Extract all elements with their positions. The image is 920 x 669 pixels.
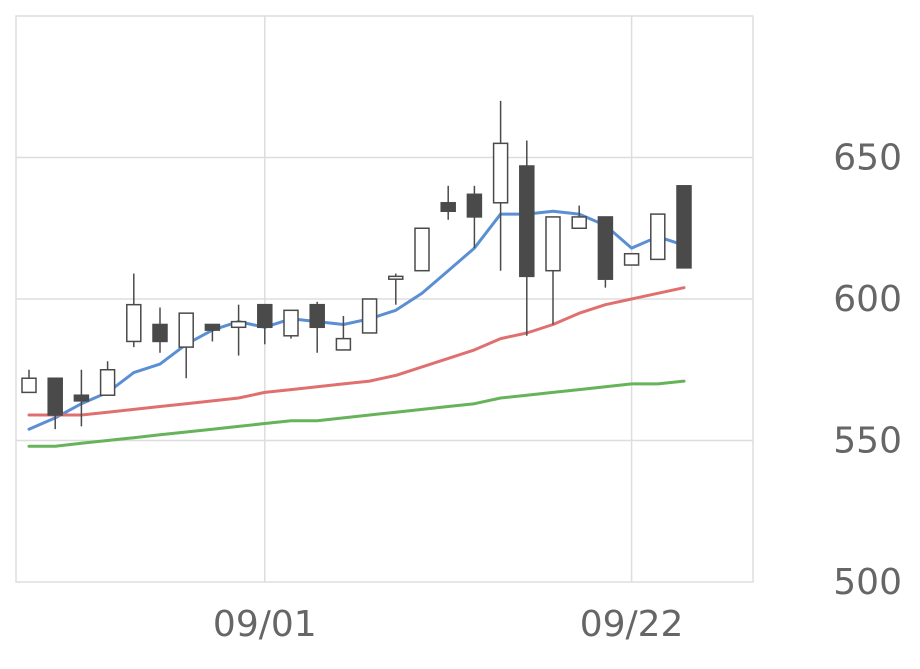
candle-body bbox=[309, 303, 325, 329]
moving-average-lines bbox=[27, 209, 686, 448]
candle-7 bbox=[178, 312, 194, 379]
plot-frame bbox=[15, 15, 754, 583]
candle-body bbox=[204, 323, 221, 331]
candle-9 bbox=[230, 304, 247, 356]
candle-14 bbox=[361, 298, 378, 334]
y-tick-label-550: 550 bbox=[833, 421, 902, 462]
candle-2 bbox=[47, 377, 63, 430]
candle-18 bbox=[466, 185, 483, 249]
candle-24 bbox=[623, 252, 640, 266]
candle-body bbox=[623, 252, 640, 266]
candle-body bbox=[361, 298, 378, 334]
candles bbox=[21, 100, 692, 430]
candle-body bbox=[414, 227, 430, 272]
candle-8 bbox=[204, 323, 221, 342]
candle-12 bbox=[309, 301, 325, 353]
x-axis-tick-labels: 09/01 09/22 bbox=[213, 604, 684, 645]
candle-5 bbox=[126, 273, 142, 348]
candle-body bbox=[178, 312, 194, 348]
candle-body bbox=[388, 275, 404, 280]
candle-body bbox=[492, 142, 509, 204]
candle-body bbox=[152, 323, 168, 343]
candle-body bbox=[47, 377, 63, 416]
candle-body bbox=[466, 193, 483, 218]
candle-22 bbox=[571, 205, 587, 229]
candle-4 bbox=[99, 361, 116, 396]
moving-average-line-3 bbox=[27, 379, 686, 448]
candle-body bbox=[519, 165, 535, 278]
candle-body bbox=[257, 303, 273, 329]
candle-body bbox=[283, 309, 299, 337]
candle-23 bbox=[597, 216, 614, 288]
candle-3 bbox=[73, 369, 90, 427]
y-tick-label-500: 500 bbox=[833, 562, 902, 603]
candle-11 bbox=[283, 309, 299, 339]
moving-average-line-1 bbox=[27, 209, 686, 431]
candle-body bbox=[73, 394, 90, 402]
candle-26 bbox=[676, 185, 692, 269]
x-tick-label-09-01: 09/01 bbox=[213, 604, 317, 645]
candle-body bbox=[676, 185, 692, 269]
candle-body bbox=[99, 369, 116, 396]
candle-20 bbox=[519, 140, 535, 336]
candle-15 bbox=[388, 273, 404, 305]
y-tick-label-600: 600 bbox=[833, 279, 902, 320]
y-axis-tick-labels: 500 550 600 650 bbox=[833, 138, 902, 604]
candle-body bbox=[597, 216, 614, 280]
grid bbox=[16, 16, 753, 582]
candle-16 bbox=[414, 227, 430, 272]
y-tick-label-650: 650 bbox=[833, 138, 902, 179]
candle-10 bbox=[257, 303, 273, 345]
candle-1 bbox=[21, 369, 37, 394]
candle-17 bbox=[440, 185, 456, 220]
candle-13 bbox=[335, 315, 352, 351]
candle-21 bbox=[545, 216, 561, 325]
candle-body bbox=[571, 216, 587, 229]
candle-body bbox=[335, 337, 352, 351]
candle-6 bbox=[152, 307, 168, 353]
candle-body bbox=[545, 216, 561, 272]
moving-average-line-2 bbox=[27, 286, 686, 417]
candle-body bbox=[650, 213, 666, 261]
candle-body bbox=[230, 320, 247, 329]
candle-body bbox=[126, 303, 142, 343]
candle-body bbox=[21, 377, 37, 394]
candle-25 bbox=[650, 213, 666, 261]
candle-body bbox=[440, 202, 456, 213]
candle-19 bbox=[492, 100, 509, 271]
x-tick-label-09-22: 09/22 bbox=[580, 604, 684, 645]
